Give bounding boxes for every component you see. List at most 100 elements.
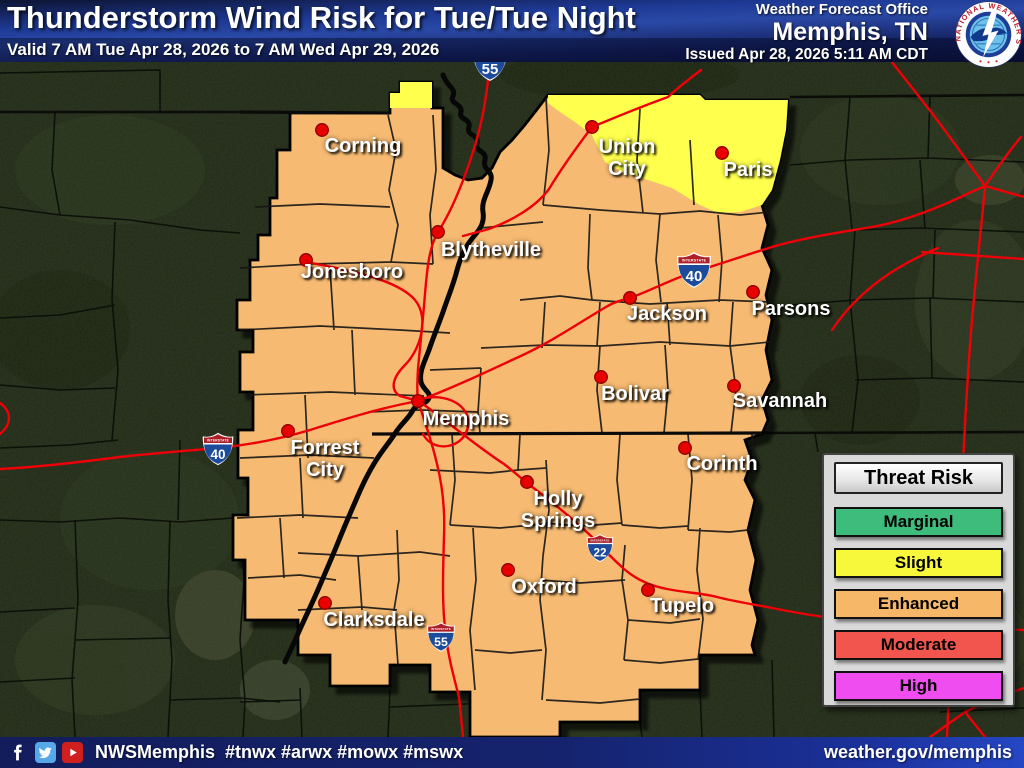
legend-items: Marginal Slight Enhanced Moderate High xyxy=(834,507,1003,701)
svg-text:INTERSTATE: INTERSTATE xyxy=(431,627,451,631)
slight-risk-area-northeast xyxy=(548,95,788,213)
city-dot-corinth xyxy=(678,441,692,455)
city-label-oxford: Oxford xyxy=(511,576,577,598)
city-dot-forrest-city xyxy=(281,424,295,438)
city-label-paris: Paris xyxy=(724,159,773,181)
mississippi-river xyxy=(282,72,494,665)
county-lines-tennessee xyxy=(367,97,771,434)
highway-hub-northeast xyxy=(983,135,1023,188)
state-line-tn-ms xyxy=(371,431,763,436)
svg-text:INTERSTATE: INTERSTATE xyxy=(590,538,609,542)
city-label-corinth: Corinth xyxy=(686,453,757,475)
city-dot-union-city xyxy=(585,120,599,134)
city-dot-tupelo xyxy=(641,583,655,597)
city-label-clarksdale: Clarksdale xyxy=(323,609,424,631)
footer-bar: NWSMemphis #tnwx #arwx #mowx #mswx weath… xyxy=(0,737,1024,768)
city-label-union-city: Union xyxy=(599,136,656,158)
city-dot-oxford xyxy=(501,563,515,577)
highway-hub-north xyxy=(890,60,987,188)
city-label-corning: Corning xyxy=(325,135,402,157)
city-marker-parsons: Parsons xyxy=(746,285,831,320)
svg-text:22: 22 xyxy=(593,547,607,560)
county-lines-arkansas xyxy=(236,114,451,581)
footer-hashtags: #tnwx #arwx #mowx #mswx xyxy=(225,742,464,762)
city-label-union-city: City xyxy=(608,158,647,180)
city-marker-corinth: Corinth xyxy=(678,441,758,475)
city-marker-savannah: Savannah xyxy=(727,379,827,412)
city-dot-memphis xyxy=(411,394,425,408)
highway-west-edge xyxy=(0,401,11,436)
footer-website: weather.gov/memphis xyxy=(823,742,1012,762)
highway-hub-crossroad xyxy=(920,250,1024,261)
city-label-holly-springs: Springs xyxy=(521,510,595,532)
nws-logo-lightning xyxy=(982,11,999,58)
valid-time-range: Valid 7 AM Tue Apr 28, 2026 to 7 AM Wed … xyxy=(7,40,440,59)
city-label-holly-springs: Holly xyxy=(534,488,584,510)
nws-logo-stars xyxy=(979,60,998,64)
facebook-icon xyxy=(8,742,29,763)
interstate-55-south xyxy=(416,399,465,739)
interstate-40-east xyxy=(416,184,987,403)
legend-title: Threat Risk xyxy=(834,462,1003,494)
state-line-mo-ar xyxy=(239,110,391,115)
city-label-tupelo: Tupelo xyxy=(650,595,714,617)
city-marker-oxford: Oxford xyxy=(501,563,577,598)
legend-item-moderate: Moderate xyxy=(834,630,1003,660)
highway-hub-southwest xyxy=(830,246,940,332)
city-label-forrest-city: Forrest xyxy=(291,437,360,459)
county-lines-outside-west xyxy=(0,69,281,738)
svg-text:INTERSTATE: INTERSTATE xyxy=(682,259,707,263)
legend-item-marginal: Marginal xyxy=(834,507,1003,537)
city-marker-bolivar: Bolivar xyxy=(594,370,669,405)
city-marker-blytheville: Blytheville xyxy=(431,225,541,261)
legend-item-slight: Slight xyxy=(834,548,1003,578)
svg-text:40: 40 xyxy=(686,268,703,285)
svg-text:55: 55 xyxy=(434,635,448,649)
city-label-bolivar: Bolivar xyxy=(601,383,669,405)
legend-item-enhanced: Enhanced xyxy=(834,589,1003,619)
youtube-icon xyxy=(62,742,83,763)
city-dot-holly-springs xyxy=(520,475,534,489)
city-label-parsons: Parsons xyxy=(752,298,831,320)
city-dot-jackson xyxy=(623,291,637,305)
city-label-jonesboro: Jonesboro xyxy=(301,261,403,283)
city-marker-memphis: Memphis xyxy=(411,394,509,430)
page-title: Thunderstorm Wind Risk for Tue/Tue Night xyxy=(7,0,636,35)
city-label-savannah: Savannah xyxy=(733,390,827,412)
city-marker-corning: Corning xyxy=(315,123,402,157)
footer-account: NWSMemphis xyxy=(95,742,216,762)
slight-risk-area-bootheel xyxy=(390,82,432,108)
cwa-region-enhanced xyxy=(231,80,790,739)
city-dot-savannah xyxy=(727,379,741,393)
memphis-beltway xyxy=(419,396,470,448)
nws-logo: NATIONAL WEATHER SERVICE xyxy=(955,1,1022,68)
interstate-shield-22: INTERSTATE 22 xyxy=(586,533,614,563)
city-dot-bolivar xyxy=(594,370,608,384)
header-bar: Thunderstorm Wind Risk for Tue/Tue Night… xyxy=(0,0,1024,63)
city-dot-blytheville xyxy=(431,225,445,239)
county-lines-mississippi xyxy=(297,433,758,704)
twitter-icon xyxy=(35,742,56,763)
interstate-shield-40: INTERSTATE 40 xyxy=(202,432,234,466)
us-highway-jonesboro xyxy=(304,260,424,403)
city-label-jackson: Jackson xyxy=(627,303,707,325)
city-label-forrest-city: City xyxy=(306,459,345,481)
interstate-55-north xyxy=(416,54,492,403)
office-block: Weather Forecast Office Memphis, TN Issu… xyxy=(685,1,928,63)
city-dot-clarksdale xyxy=(318,596,332,610)
city-marker-jonesboro: Jonesboro xyxy=(299,253,403,283)
highway-hub-east xyxy=(983,184,1024,199)
office-label: Weather Forecast Office xyxy=(755,1,928,18)
city-dot-corning xyxy=(315,123,329,137)
city-dot-paris xyxy=(715,146,729,160)
city-marker-jackson: Jackson xyxy=(623,291,707,325)
city-marker-paris: Paris xyxy=(715,146,773,181)
city-dot-jonesboro xyxy=(299,253,313,267)
svg-text:INTERSTATE: INTERSTATE xyxy=(207,438,229,442)
